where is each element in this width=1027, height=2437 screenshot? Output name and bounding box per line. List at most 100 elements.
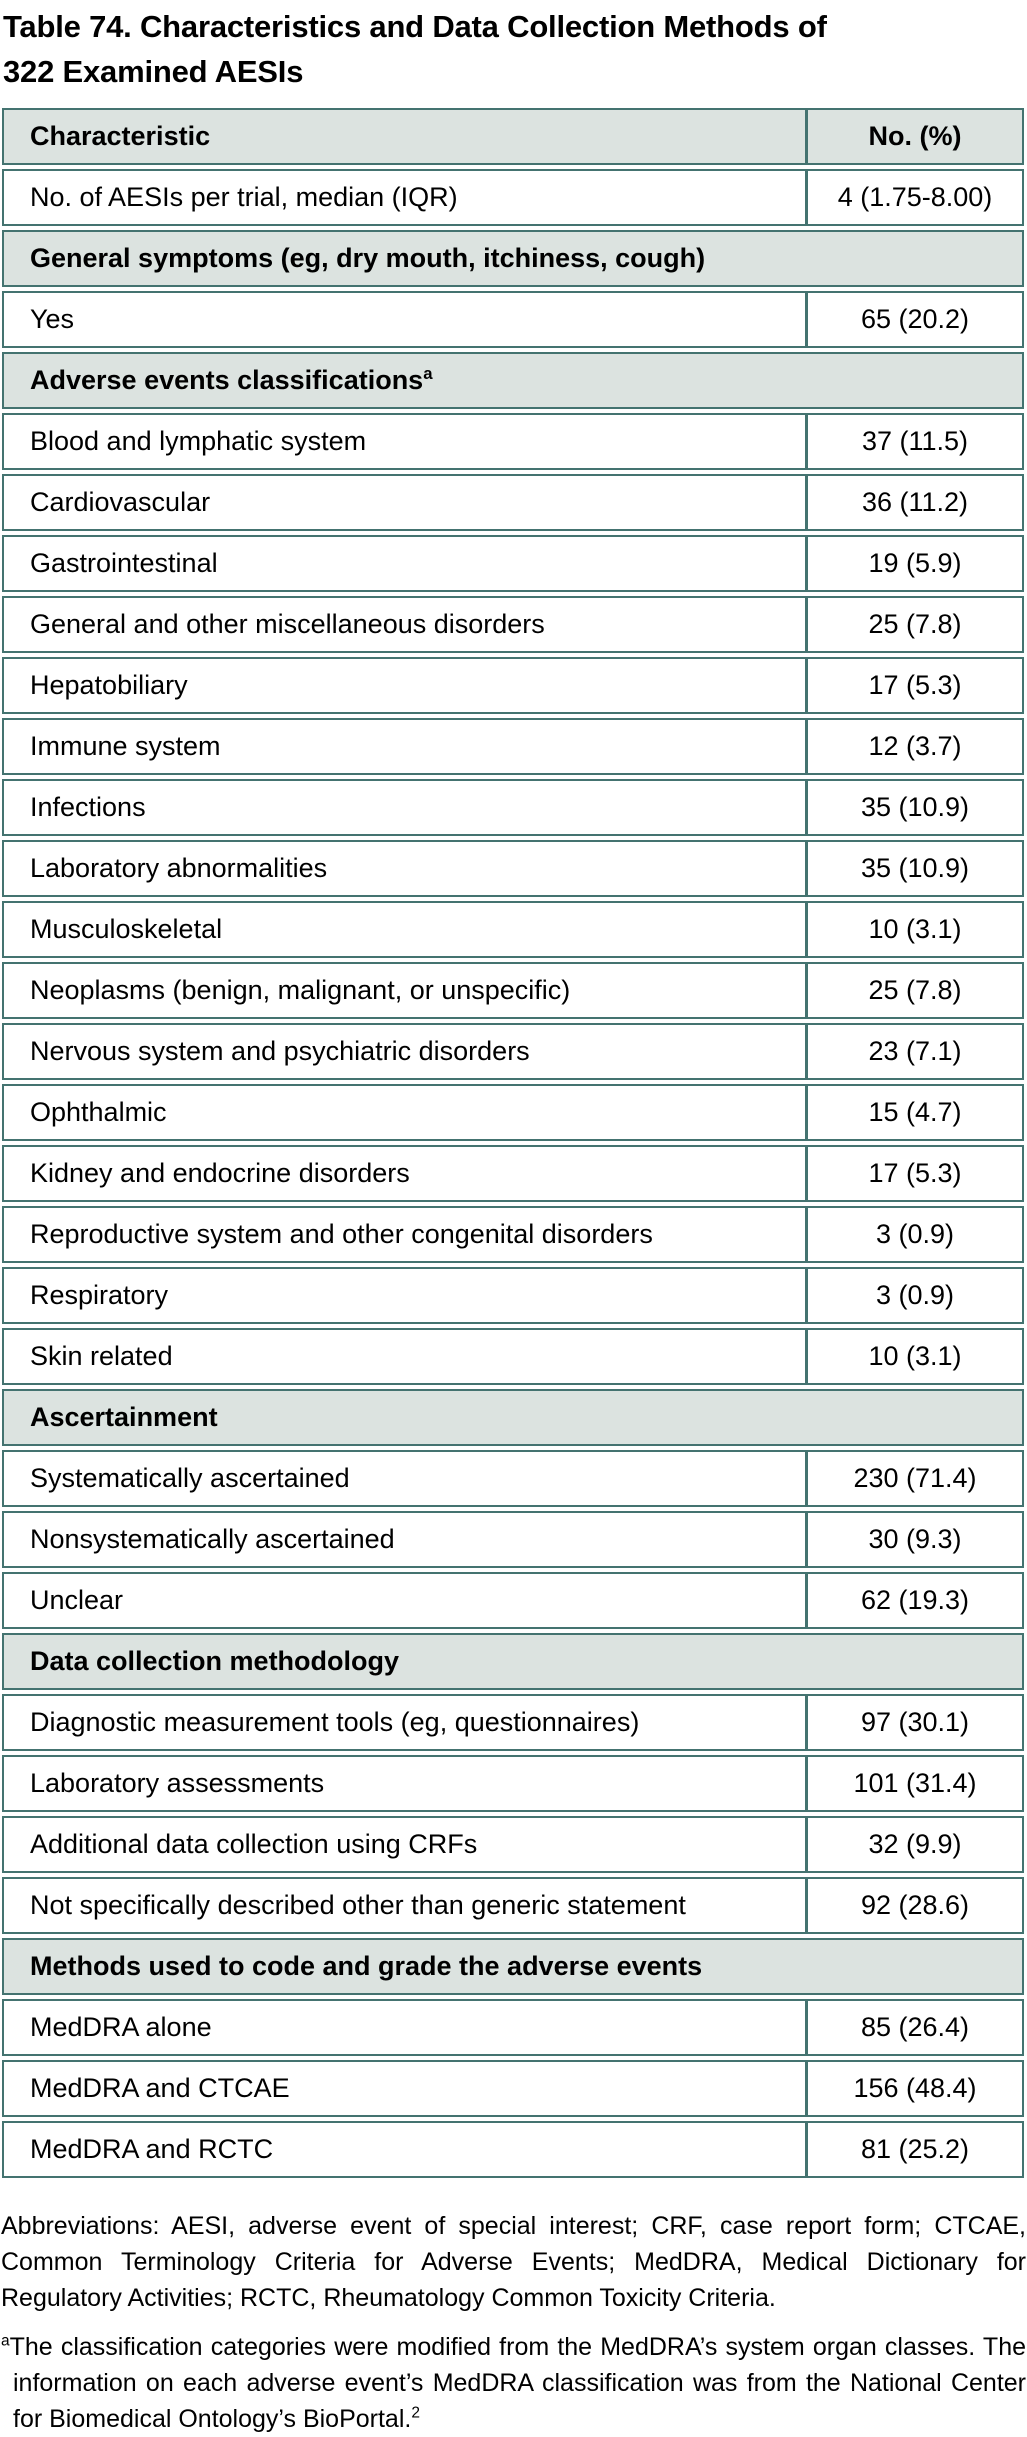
value-cell: 25 (7.8) (806, 962, 1024, 1019)
value-cell: 15 (4.7) (806, 1084, 1024, 1141)
value-cell: 97 (30.1) (806, 1694, 1024, 1751)
table-row: Reproductive system and other congenital… (2, 1206, 1024, 1263)
footnote-a-text: The classification categories were modif… (9, 2333, 1026, 2433)
table-row: Laboratory abnormalities 35 (10.9) (2, 840, 1024, 897)
table-row: Diagnostic measurement tools (eg, questi… (2, 1694, 1024, 1751)
aesi-table: Characteristic No. (%) No. of AESIs per … (2, 104, 1024, 2182)
column-header-value: No. (%) (806, 108, 1024, 165)
table-row: Cardiovascular 36 (11.2) (2, 474, 1024, 531)
abbreviations-footnote: Abbreviations: AESI, adverse event of sp… (1, 2212, 1026, 2312)
characteristic-cell: Nervous system and psychiatric disorders (2, 1023, 806, 1080)
section-superscript-marker: a (423, 364, 433, 383)
characteristic-cell: MedDRA and CTCAE (2, 2060, 806, 2117)
table-row: MedDRA alone 85 (26.4) (2, 1999, 1024, 2056)
section-label: Data collection methodology (2, 1633, 1024, 1690)
section-label: Methods used to code and grade the adver… (2, 1938, 1024, 1995)
section-label: Ascertainment (2, 1389, 1024, 1446)
characteristic-cell: General and other miscellaneous disorder… (2, 596, 806, 653)
table-row: Ophthalmic 15 (4.7) (2, 1084, 1024, 1141)
table-row: Respiratory 3 (0.9) (2, 1267, 1024, 1324)
characteristic-cell: MedDRA alone (2, 1999, 806, 2056)
section-row: Data collection methodology (2, 1633, 1024, 1690)
footnote-a-reference-superscript: 2 (411, 2404, 420, 2422)
value-cell: 37 (11.5) (806, 413, 1024, 470)
table-row: Nervous system and psychiatric disorders… (2, 1023, 1024, 1080)
characteristic-cell: Respiratory (2, 1267, 806, 1324)
characteristic-cell: Blood and lymphatic system (2, 413, 806, 470)
characteristic-cell: Kidney and endocrine disorders (2, 1145, 806, 1202)
value-cell: 23 (7.1) (806, 1023, 1024, 1080)
characteristic-cell: Systematically ascertained (2, 1450, 806, 1507)
table-title-line1: Table 74. Characteristics and Data Colle… (3, 9, 827, 44)
value-cell: 101 (31.4) (806, 1755, 1024, 1812)
characteristic-cell: Neoplasms (benign, malignant, or unspeci… (2, 962, 806, 1019)
table-row: Immune system 12 (3.7) (2, 718, 1024, 775)
characteristic-cell: Immune system (2, 718, 806, 775)
table-row: Skin related 10 (3.1) (2, 1328, 1024, 1385)
table-row: Infections 35 (10.9) (2, 779, 1024, 836)
value-cell: 17 (5.3) (806, 657, 1024, 714)
value-cell: 92 (28.6) (806, 1877, 1024, 1934)
value-cell: 3 (0.9) (806, 1267, 1024, 1324)
value-cell: 10 (3.1) (806, 901, 1024, 958)
table-row: Musculoskeletal 10 (3.1) (2, 901, 1024, 958)
table-row: Hepatobiliary 17 (5.3) (2, 657, 1024, 714)
value-cell: 81 (25.2) (806, 2121, 1024, 2178)
characteristic-cell: Musculoskeletal (2, 901, 806, 958)
table-title-line2: 322 Examined AESIs (3, 54, 304, 89)
characteristic-cell: Unclear (2, 1572, 806, 1629)
characteristic-cell: No. of AESIs per trial, median (IQR) (2, 169, 806, 226)
characteristic-cell: Cardiovascular (2, 474, 806, 531)
value-cell: 85 (26.4) (806, 1999, 1024, 2056)
characteristic-cell: Skin related (2, 1328, 806, 1385)
footnote-a: aThe classification categories were modi… (1, 2329, 1026, 2437)
table-body: Characteristic No. (%) No. of AESIs per … (2, 108, 1024, 2178)
table-row: Blood and lymphatic system 37 (11.5) (2, 413, 1024, 470)
characteristic-cell: Gastrointestinal (2, 535, 806, 592)
table-title: Table 74. Characteristics and Data Colle… (3, 4, 1027, 94)
characteristic-cell: MedDRA and RCTC (2, 2121, 806, 2178)
characteristic-cell: Laboratory abnormalities (2, 840, 806, 897)
value-cell: 62 (19.3) (806, 1572, 1024, 1629)
table-row: MedDRA and CTCAE 156 (48.4) (2, 2060, 1024, 2117)
column-header-characteristic: Characteristic (2, 108, 806, 165)
characteristic-cell: Nonsystematically ascertained (2, 1511, 806, 1568)
section-row: Ascertainment (2, 1389, 1024, 1446)
value-cell: 30 (9.3) (806, 1511, 1024, 1568)
table-row: Yes 65 (20.2) (2, 291, 1024, 348)
table-row: Neoplasms (benign, malignant, or unspeci… (2, 962, 1024, 1019)
table-row: Not specifically described other than ge… (2, 1877, 1024, 1934)
characteristic-cell: Laboratory assessments (2, 1755, 806, 1812)
section-row: Methods used to code and grade the adver… (2, 1938, 1024, 1995)
table-row: No. of AESIs per trial, median (IQR) 4 (1… (2, 169, 1024, 226)
characteristic-cell: Additional data collection using CRFs (2, 1816, 806, 1873)
characteristic-cell: Yes (2, 291, 806, 348)
section-row: General symptoms (eg, dry mouth, itchine… (2, 230, 1024, 287)
table-row: MedDRA and RCTC 81 (25.2) (2, 2121, 1024, 2178)
characteristic-cell: Reproductive system and other congenital… (2, 1206, 806, 1263)
value-cell: 10 (3.1) (806, 1328, 1024, 1385)
value-cell: 3 (0.9) (806, 1206, 1024, 1263)
value-cell: 32 (9.9) (806, 1816, 1024, 1873)
table-row: Systematically ascertained 230 (71.4) (2, 1450, 1024, 1507)
header-row: Characteristic No. (%) (2, 108, 1024, 165)
value-cell: 156 (48.4) (806, 2060, 1024, 2117)
table-row: Kidney and endocrine disorders 17 (5.3) (2, 1145, 1024, 1202)
table-row: Unclear 62 (19.3) (2, 1572, 1024, 1629)
footnote-a-marker: a (1, 2332, 10, 2350)
table-row: Gastrointestinal 19 (5.9) (2, 535, 1024, 592)
footnotes: Abbreviations: AESI, adverse event of sp… (1, 2208, 1026, 2437)
value-cell: 35 (10.9) (806, 779, 1024, 836)
characteristic-cell: Diagnostic measurement tools (eg, questi… (2, 1694, 806, 1751)
table-row: Nonsystematically ascertained 30 (9.3) (2, 1511, 1024, 1568)
characteristic-cell: Hepatobiliary (2, 657, 806, 714)
section-row: Adverse events classificationsa (2, 352, 1024, 409)
characteristic-cell: Ophthalmic (2, 1084, 806, 1141)
characteristic-cell: Infections (2, 779, 806, 836)
value-cell: 12 (3.7) (806, 718, 1024, 775)
page: Table 74. Characteristics and Data Colle… (0, 4, 1027, 2437)
value-cell: 19 (5.9) (806, 535, 1024, 592)
value-cell: 35 (10.9) (806, 840, 1024, 897)
value-cell: 65 (20.2) (806, 291, 1024, 348)
section-label: General symptoms (eg, dry mouth, itchine… (2, 230, 1024, 287)
